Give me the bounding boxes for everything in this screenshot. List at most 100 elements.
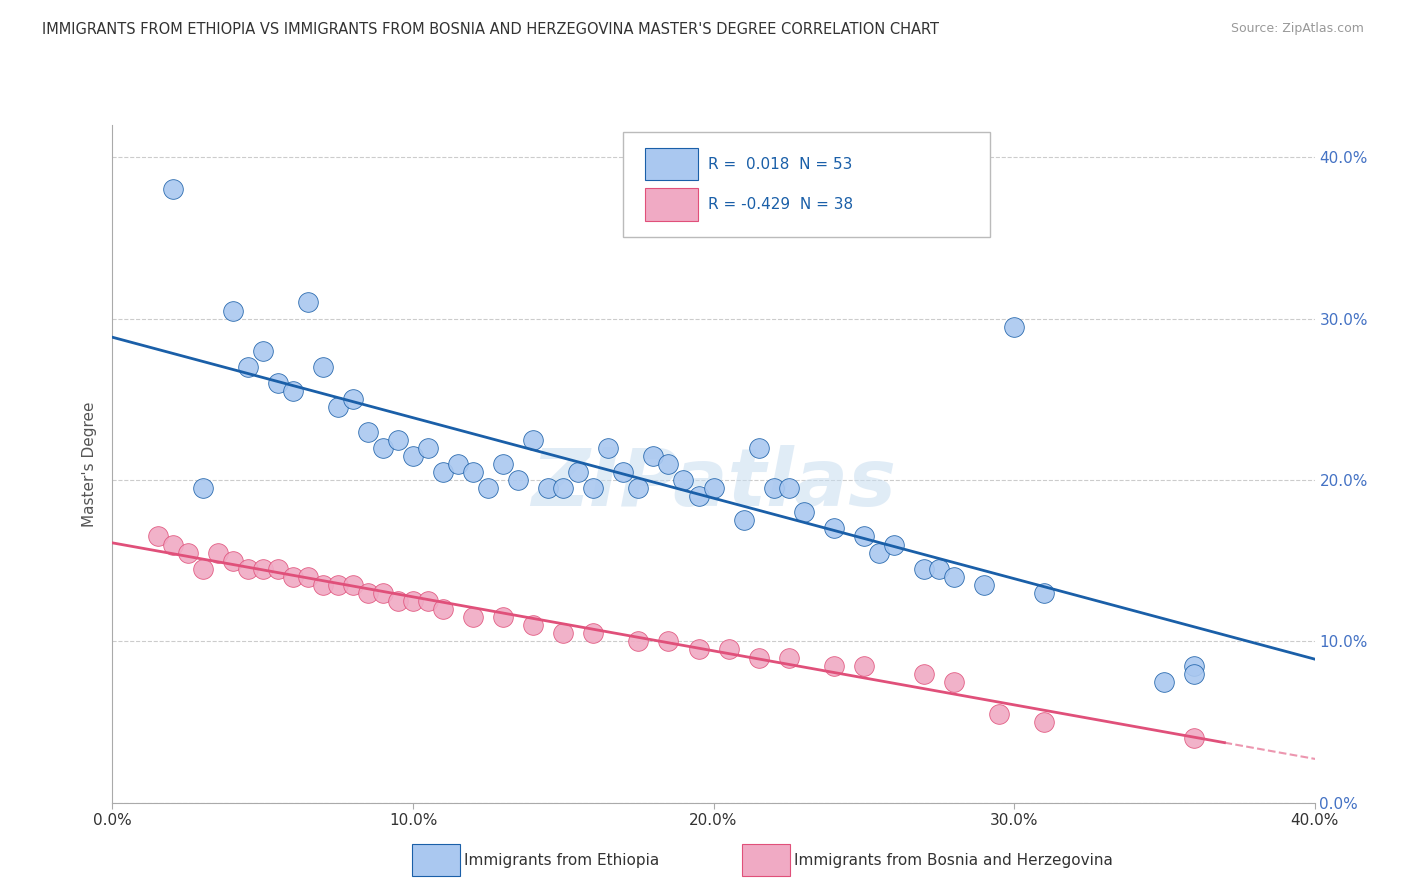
Point	[627, 634, 650, 648]
Point	[162, 537, 184, 551]
Point	[868, 546, 890, 560]
Point	[823, 521, 845, 535]
Point	[357, 425, 380, 439]
Point	[643, 449, 665, 463]
Point	[778, 481, 800, 495]
Text: Immigrants from Ethiopia: Immigrants from Ethiopia	[464, 854, 659, 868]
Text: Source: ZipAtlas.com: Source: ZipAtlas.com	[1230, 22, 1364, 36]
Y-axis label: Master's Degree: Master's Degree	[82, 401, 97, 526]
Point	[1033, 715, 1056, 730]
Point	[688, 489, 710, 503]
Text: R = -0.429  N = 38: R = -0.429 N = 38	[707, 197, 852, 211]
Point	[492, 610, 515, 624]
Point	[371, 586, 394, 600]
Point	[912, 666, 935, 681]
Point	[207, 546, 229, 560]
Point	[942, 570, 965, 584]
Point	[252, 562, 274, 576]
Point	[432, 465, 454, 479]
Point	[852, 658, 875, 673]
Point	[762, 481, 785, 495]
Point	[461, 465, 484, 479]
Point	[1184, 658, 1206, 673]
Point	[281, 570, 304, 584]
Point	[191, 562, 214, 576]
Point	[387, 433, 409, 447]
FancyBboxPatch shape	[645, 148, 697, 180]
Point	[553, 481, 575, 495]
Point	[342, 578, 364, 592]
Point	[236, 359, 259, 374]
Point	[942, 674, 965, 689]
Point	[371, 441, 394, 455]
Point	[793, 505, 815, 519]
Point	[657, 457, 679, 471]
Point	[416, 441, 439, 455]
Point	[492, 457, 515, 471]
Point	[612, 465, 634, 479]
Point	[342, 392, 364, 407]
Point	[672, 473, 695, 487]
Point	[191, 481, 214, 495]
Point	[222, 303, 245, 318]
Point	[988, 706, 1011, 721]
Point	[387, 594, 409, 608]
Point	[657, 634, 679, 648]
Point	[598, 441, 620, 455]
Point	[928, 562, 950, 576]
Point	[267, 376, 290, 391]
Point	[582, 481, 605, 495]
Text: IMMIGRANTS FROM ETHIOPIA VS IMMIGRANTS FROM BOSNIA AND HERZEGOVINA MASTER'S DEGR: IMMIGRANTS FROM ETHIOPIA VS IMMIGRANTS F…	[42, 22, 939, 37]
Point	[1184, 731, 1206, 746]
Point	[312, 359, 335, 374]
Point	[883, 537, 905, 551]
Point	[236, 562, 259, 576]
Point	[402, 449, 425, 463]
Point	[1033, 586, 1056, 600]
Point	[326, 578, 349, 592]
Point	[312, 578, 335, 592]
Point	[222, 554, 245, 568]
Point	[162, 182, 184, 196]
Point	[702, 481, 725, 495]
Point	[748, 650, 770, 665]
Point	[852, 529, 875, 543]
Point	[522, 433, 544, 447]
Point	[357, 586, 380, 600]
Point	[252, 343, 274, 358]
Point	[402, 594, 425, 608]
Point	[1002, 319, 1025, 334]
Point	[688, 642, 710, 657]
Point	[297, 570, 319, 584]
Point	[267, 562, 290, 576]
FancyBboxPatch shape	[645, 188, 697, 220]
Point	[778, 650, 800, 665]
Point	[522, 618, 544, 632]
Point	[281, 384, 304, 399]
Point	[477, 481, 499, 495]
Point	[326, 401, 349, 415]
Point	[912, 562, 935, 576]
Point	[973, 578, 995, 592]
Text: Immigrants from Bosnia and Herzegovina: Immigrants from Bosnia and Herzegovina	[794, 854, 1114, 868]
Point	[823, 658, 845, 673]
Text: ZIPatlas: ZIPatlas	[531, 445, 896, 524]
Point	[146, 529, 169, 543]
Point	[733, 513, 755, 527]
Point	[297, 295, 319, 310]
Point	[567, 465, 589, 479]
Point	[432, 602, 454, 616]
Point	[1184, 666, 1206, 681]
Point	[582, 626, 605, 640]
Point	[717, 642, 740, 657]
Point	[176, 546, 198, 560]
Point	[416, 594, 439, 608]
Point	[748, 441, 770, 455]
FancyBboxPatch shape	[623, 132, 990, 236]
Point	[627, 481, 650, 495]
Point	[553, 626, 575, 640]
Point	[461, 610, 484, 624]
Point	[508, 473, 530, 487]
Point	[537, 481, 560, 495]
Point	[447, 457, 470, 471]
